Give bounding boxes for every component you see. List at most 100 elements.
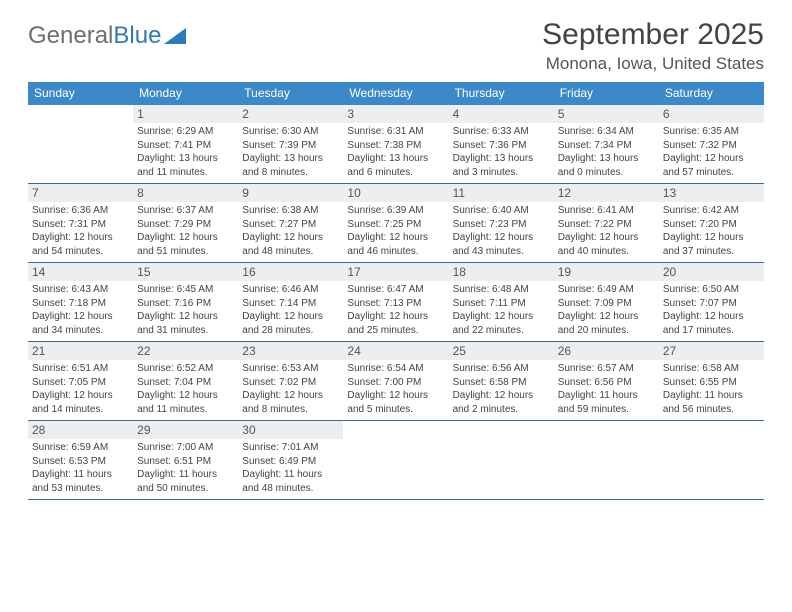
day-number: 2 [238, 105, 343, 123]
calendar-day-cell: 27 Sunrise: 6:58 AMSunset: 6:55 PMDayligh… [659, 342, 764, 420]
day-number: 29 [133, 421, 238, 439]
day-info: Sunrise: 6:51 AMSunset: 7:05 PMDaylight:… [32, 362, 129, 416]
day-number: 5 [554, 105, 659, 123]
calendar-day-cell: 11 Sunrise: 6:40 AMSunset: 7:23 PMDayligh… [449, 184, 554, 262]
day-info: Sunrise: 6:50 AMSunset: 7:07 PMDaylight:… [663, 283, 760, 337]
weekday-header: Monday [133, 82, 238, 105]
calendar-day-cell [343, 421, 448, 499]
location-subtitle: Monona, Iowa, United States [542, 54, 764, 74]
calendar-week-row: 21 Sunrise: 6:51 AMSunset: 7:05 PMDayligh… [28, 342, 764, 421]
calendar-day-cell: 19 Sunrise: 6:49 AMSunset: 7:09 PMDayligh… [554, 263, 659, 341]
day-info: Sunrise: 6:31 AMSunset: 7:38 PMDaylight:… [347, 125, 444, 179]
day-number: 14 [28, 263, 133, 281]
calendar-day-cell [28, 105, 133, 183]
day-number: 13 [659, 184, 764, 202]
calendar-day-cell: 10Sunrise: 6:39 AMSunset: 7:25 PMDayligh… [343, 184, 448, 262]
brand-text-1: General [28, 24, 113, 48]
header: GeneralBlue September 2025 Monona, Iowa,… [28, 18, 764, 74]
calendar-week-row: 7 Sunrise: 6:36 AMSunset: 7:31 PMDaylight… [28, 184, 764, 263]
day-number: 23 [238, 342, 343, 360]
day-number: 28 [28, 421, 133, 439]
day-info: Sunrise: 6:30 AMSunset: 7:39 PMDaylight:… [242, 125, 339, 179]
calendar-day-cell: 26 Sunrise: 6:57 AMSunset: 6:56 PMDayligh… [554, 342, 659, 420]
calendar-week-row: 1 Sunrise: 6:29 AMSunset: 7:41 PMDaylight… [28, 105, 764, 184]
day-info: Sunrise: 6:58 AMSunset: 6:55 PMDaylight:… [663, 362, 760, 416]
weekday-header: Sunday [28, 82, 133, 105]
day-info: Sunrise: 6:57 AMSunset: 6:56 PMDaylight:… [558, 362, 655, 416]
day-number: 3 [343, 105, 448, 123]
calendar-day-cell: 12 Sunrise: 6:41 AMSunset: 7:22 PMDayligh… [554, 184, 659, 262]
calendar-day-cell: 8 Sunrise: 6:37 AMSunset: 7:29 PMDaylight… [133, 184, 238, 262]
day-info: Sunrise: 6:34 AMSunset: 7:34 PMDaylight:… [558, 125, 655, 179]
day-number: 20 [659, 263, 764, 281]
day-info: Sunrise: 6:49 AMSunset: 7:09 PMDaylight:… [558, 283, 655, 337]
calendar-day-cell: 18 Sunrise: 6:48 AMSunset: 7:11 PMDayligh… [449, 263, 554, 341]
calendar-day-cell: 28Sunrise: 6:59 AMSunset: 6:53 PMDayligh… [28, 421, 133, 499]
title-block: September 2025 Monona, Iowa, United Stat… [542, 18, 764, 74]
day-info: Sunrise: 6:40 AMSunset: 7:23 PMDaylight:… [453, 204, 550, 258]
calendar-day-cell: 15Sunrise: 6:45 AMSunset: 7:16 PMDayligh… [133, 263, 238, 341]
day-number: 30 [238, 421, 343, 439]
calendar-day-cell: 30Sunrise: 7:01 AMSunset: 6:49 PMDayligh… [238, 421, 343, 499]
brand-logo: GeneralBlue [28, 18, 186, 48]
calendar-day-cell [554, 421, 659, 499]
day-number: 21 [28, 342, 133, 360]
calendar-day-cell: 5 Sunrise: 6:34 AMSunset: 7:34 PMDaylight… [554, 105, 659, 183]
day-info: Sunrise: 7:00 AMSunset: 6:51 PMDaylight:… [137, 441, 234, 495]
weekday-header: Tuesday [238, 82, 343, 105]
calendar-day-cell: 25 Sunrise: 6:56 AMSunset: 6:58 PMDayligh… [449, 342, 554, 420]
day-number: 17 [343, 263, 448, 281]
day-number: 6 [659, 105, 764, 123]
day-number: 12 [554, 184, 659, 202]
day-info: Sunrise: 6:48 AMSunset: 7:11 PMDaylight:… [453, 283, 550, 337]
day-info: Sunrise: 6:56 AMSunset: 6:58 PMDaylight:… [453, 362, 550, 416]
calendar-day-cell: 20 Sunrise: 6:50 AMSunset: 7:07 PMDayligh… [659, 263, 764, 341]
day-info: Sunrise: 6:46 AMSunset: 7:14 PMDaylight:… [242, 283, 339, 337]
day-info: Sunrise: 6:36 AMSunset: 7:31 PMDaylight:… [32, 204, 129, 258]
day-info: Sunrise: 6:41 AMSunset: 7:22 PMDaylight:… [558, 204, 655, 258]
calendar-day-cell [659, 421, 764, 499]
brand-text-2: Blue [113, 24, 161, 48]
calendar-day-cell: 3 Sunrise: 6:31 AMSunset: 7:38 PMDaylight… [343, 105, 448, 183]
calendar-day-cell [449, 421, 554, 499]
calendar-day-cell: 14 Sunrise: 6:43 AMSunset: 7:18 PMDayligh… [28, 263, 133, 341]
day-number: 26 [554, 342, 659, 360]
calendar-day-cell: 22 Sunrise: 6:52 AMSunset: 7:04 PMDayligh… [133, 342, 238, 420]
calendar-day-cell: 21 Sunrise: 6:51 AMSunset: 7:05 PMDayligh… [28, 342, 133, 420]
day-number: 22 [133, 342, 238, 360]
day-number: 27 [659, 342, 764, 360]
day-number: 7 [28, 184, 133, 202]
day-number: 8 [133, 184, 238, 202]
day-number: 11 [449, 184, 554, 202]
day-info: Sunrise: 6:43 AMSunset: 7:18 PMDaylight:… [32, 283, 129, 337]
calendar-day-cell: 6Sunrise: 6:35 AMSunset: 7:32 PMDaylight… [659, 105, 764, 183]
day-info: Sunrise: 6:38 AMSunset: 7:27 PMDaylight:… [242, 204, 339, 258]
calendar-day-cell: 23 Sunrise: 6:53 AMSunset: 7:02 PMDayligh… [238, 342, 343, 420]
day-info: Sunrise: 6:45 AMSunset: 7:16 PMDaylight:… [137, 283, 234, 337]
calendar-day-cell: 7 Sunrise: 6:36 AMSunset: 7:31 PMDaylight… [28, 184, 133, 262]
calendar-day-cell: 9Sunrise: 6:38 AMSunset: 7:27 PMDaylight… [238, 184, 343, 262]
calendar-week-row: 14 Sunrise: 6:43 AMSunset: 7:18 PMDayligh… [28, 263, 764, 342]
weekday-header: Saturday [659, 82, 764, 105]
day-number: 1 [133, 105, 238, 123]
day-info: Sunrise: 6:37 AMSunset: 7:29 PMDaylight:… [137, 204, 234, 258]
calendar-day-cell: 16Sunrise: 6:46 AMSunset: 7:14 PMDayligh… [238, 263, 343, 341]
calendar-day-cell: 24Sunrise: 6:54 AMSunset: 7:00 PMDayligh… [343, 342, 448, 420]
weekday-header-row: SundayMondayTuesdayWednesdayThursdayFrid… [28, 82, 764, 105]
calendar-day-cell: 13 Sunrise: 6:42 AMSunset: 7:20 PMDayligh… [659, 184, 764, 262]
day-info: Sunrise: 6:33 AMSunset: 7:36 PMDaylight:… [453, 125, 550, 179]
day-number: 25 [449, 342, 554, 360]
day-info: Sunrise: 6:52 AMSunset: 7:04 PMDaylight:… [137, 362, 234, 416]
calendar-day-cell: 17Sunrise: 6:47 AMSunset: 7:13 PMDayligh… [343, 263, 448, 341]
day-number: 18 [449, 263, 554, 281]
calendar: SundayMondayTuesdayWednesdayThursdayFrid… [28, 82, 764, 500]
calendar-day-cell: 29 Sunrise: 7:00 AMSunset: 6:51 PMDayligh… [133, 421, 238, 499]
month-title: September 2025 [542, 18, 764, 52]
day-info: Sunrise: 6:29 AMSunset: 7:41 PMDaylight:… [137, 125, 234, 179]
day-info: Sunrise: 6:42 AMSunset: 7:20 PMDaylight:… [663, 204, 760, 258]
calendar-week-row: 28Sunrise: 6:59 AMSunset: 6:53 PMDayligh… [28, 421, 764, 500]
day-number: 24 [343, 342, 448, 360]
day-info: Sunrise: 6:39 AMSunset: 7:25 PMDaylight:… [347, 204, 444, 258]
day-number: 19 [554, 263, 659, 281]
day-info: Sunrise: 6:53 AMSunset: 7:02 PMDaylight:… [242, 362, 339, 416]
